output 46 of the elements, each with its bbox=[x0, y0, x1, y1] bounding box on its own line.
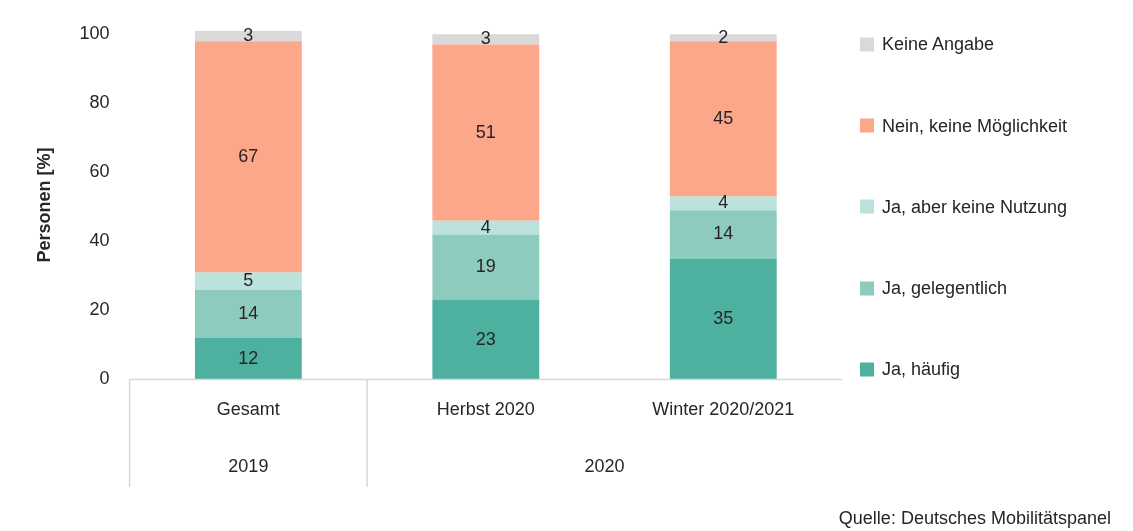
bar bbox=[669, 41, 777, 197]
data-label: 35 bbox=[713, 307, 734, 328]
y-tick-label: 80 bbox=[89, 92, 110, 113]
y-tick-label: 20 bbox=[89, 299, 110, 320]
y-tick-label: 0 bbox=[99, 368, 110, 389]
bar bbox=[432, 300, 540, 380]
data-label: 3 bbox=[243, 24, 254, 45]
y-axis-title: Personen [%] bbox=[33, 147, 54, 263]
bar bbox=[194, 289, 302, 338]
y-tick-label: 40 bbox=[89, 230, 110, 251]
data-label: 4 bbox=[718, 192, 729, 213]
bar bbox=[194, 41, 302, 273]
data-label: 14 bbox=[238, 302, 259, 323]
data-label: 19 bbox=[475, 256, 496, 277]
legend-label: Keine Angabe bbox=[882, 33, 995, 55]
data-label: 14 bbox=[713, 223, 734, 244]
data-label: 4 bbox=[480, 216, 491, 237]
data-label: 12 bbox=[238, 347, 259, 368]
bar bbox=[194, 30, 302, 42]
y-tick-label: 100 bbox=[79, 23, 110, 44]
legend-label: Ja, aber keine Nutzung bbox=[882, 196, 1068, 218]
data-label: 2 bbox=[718, 26, 729, 47]
x-tick-label: Herbst 2020 bbox=[436, 399, 535, 420]
data-label: 23 bbox=[475, 328, 496, 349]
y-tick-label: 60 bbox=[89, 161, 110, 182]
source-note: Quelle: Deutsches Mobilitätspanel bbox=[838, 508, 1111, 529]
text: 2019 bbox=[228, 455, 269, 476]
bar bbox=[669, 258, 777, 380]
bar bbox=[194, 272, 302, 290]
data-label: 5 bbox=[243, 270, 254, 290]
bar bbox=[194, 337, 302, 380]
data-label: 3 bbox=[480, 28, 491, 49]
legend-label: Ja, gelegentlich bbox=[882, 277, 1008, 299]
bar bbox=[432, 234, 540, 301]
bar bbox=[432, 220, 540, 235]
data-label: 67 bbox=[238, 145, 259, 166]
x-tick-label: Winter 2020/2021 bbox=[652, 399, 795, 420]
data-label: 51 bbox=[475, 121, 496, 142]
bar bbox=[669, 196, 777, 211]
x-tick-label: Gesamt bbox=[216, 399, 280, 420]
data-label: 45 bbox=[713, 107, 734, 128]
legend-label: Ja, häufig bbox=[882, 358, 961, 380]
text: 2020 bbox=[584, 455, 625, 476]
bar bbox=[432, 44, 540, 221]
bar bbox=[669, 210, 777, 259]
legend-label: Nein, keine Möglichkeit bbox=[882, 115, 1068, 137]
